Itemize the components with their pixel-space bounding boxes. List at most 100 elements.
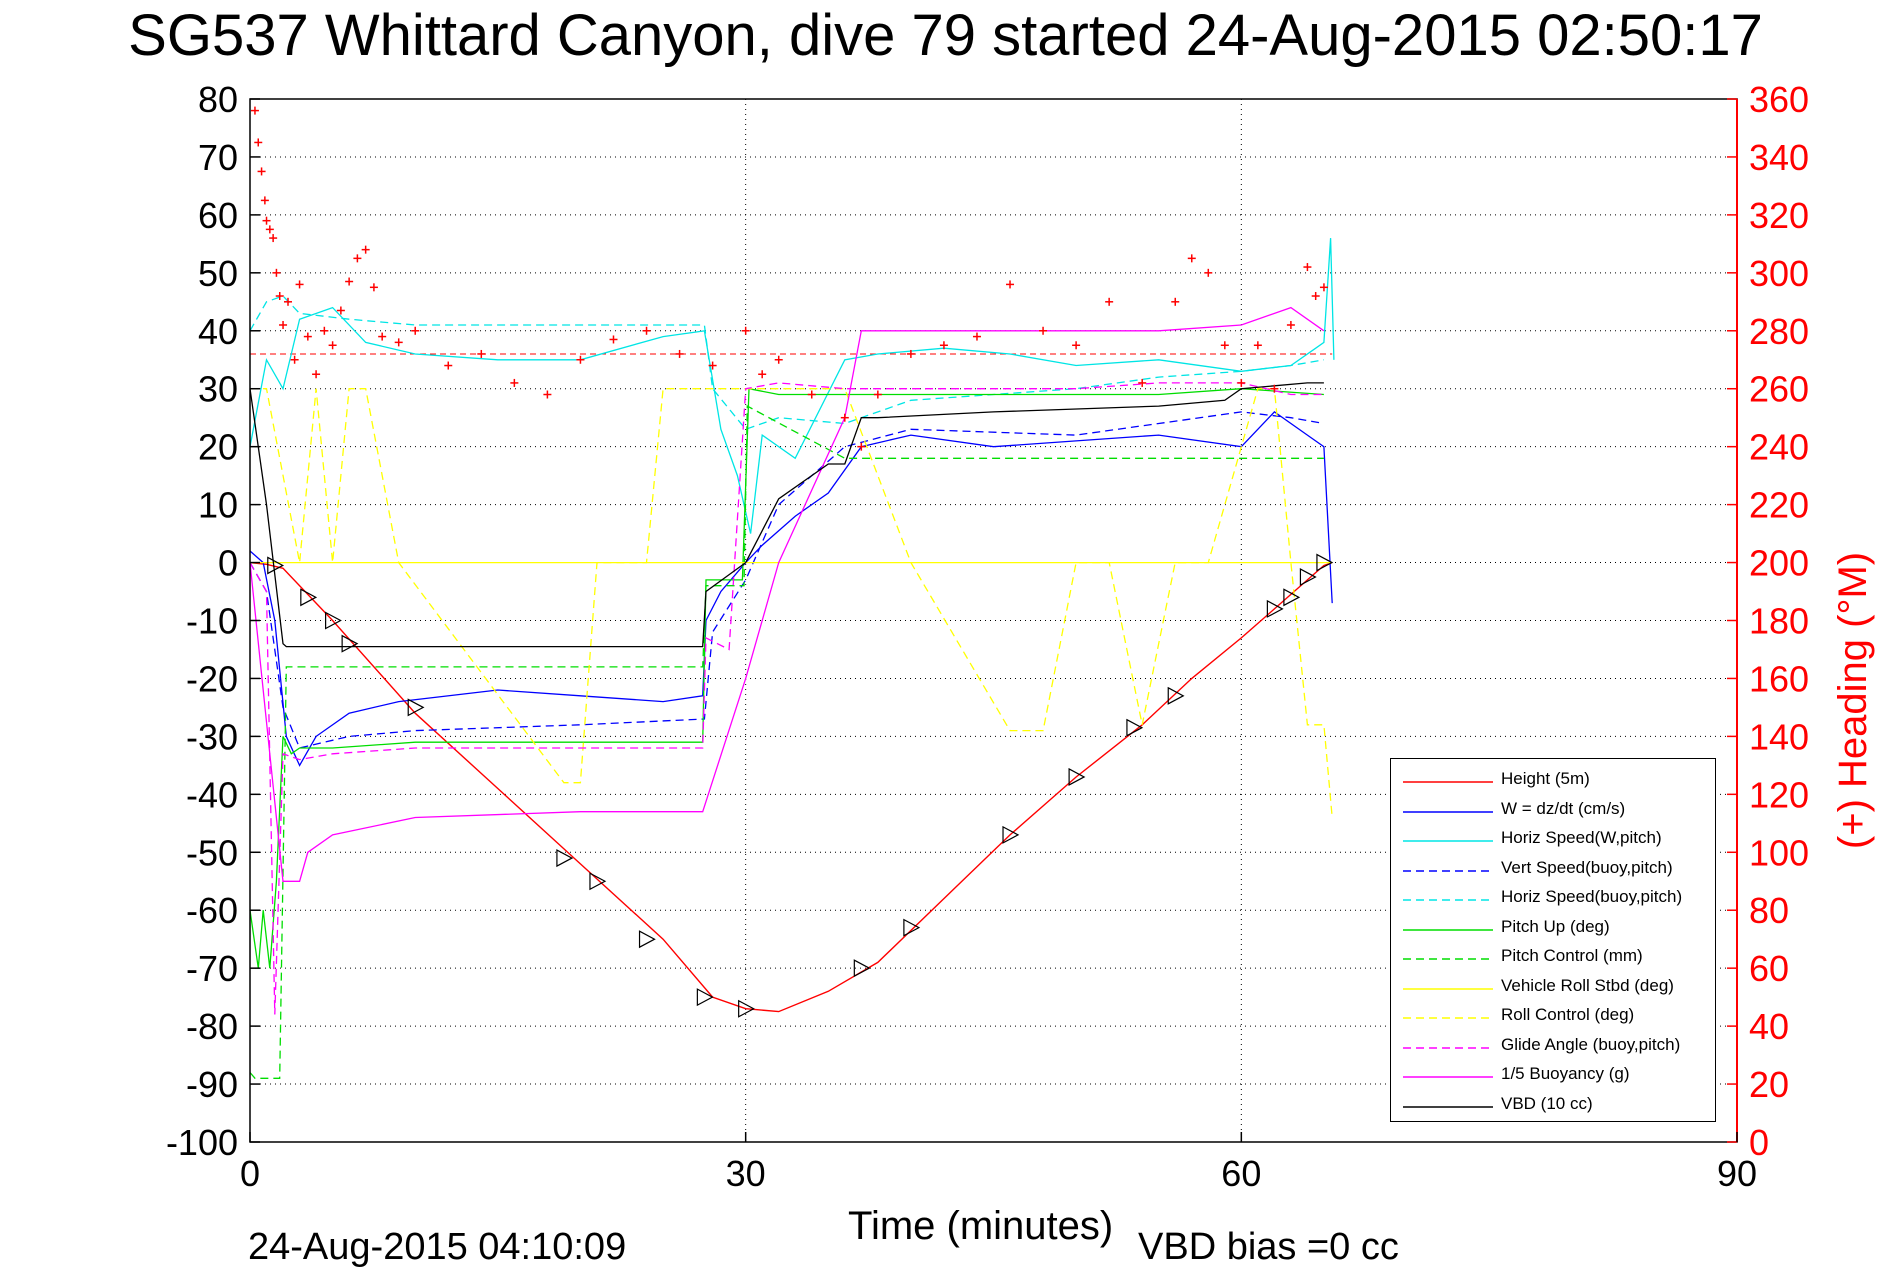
heading-marker — [369, 283, 378, 292]
y2-tick-label: 340 — [1749, 137, 1809, 178]
legend-swatch — [1403, 1076, 1493, 1078]
y-tick-label: 30 — [198, 369, 238, 410]
heading-marker — [741, 326, 750, 335]
y2-tick-label: 120 — [1749, 774, 1809, 815]
series-line-1 — [249, 411, 1333, 767]
heading-marker — [609, 335, 618, 344]
legend-swatch — [1403, 869, 1493, 872]
y2-tick-label: 60 — [1749, 948, 1789, 989]
y-tick-label: 70 — [198, 137, 238, 178]
legend-swatch — [1403, 987, 1493, 990]
y2-tick-label: 280 — [1749, 311, 1809, 352]
heading-marker — [1253, 341, 1262, 350]
legend-label: 1/5 Buoyancy (g) — [1501, 1064, 1630, 1083]
heading-marker — [345, 277, 354, 286]
series-line-5 — [249, 387, 1324, 969]
heading-marker — [1220, 341, 1229, 350]
legend-label: Horiz Speed(W,pitch) — [1501, 828, 1662, 847]
legend-item: Glide Angle (buoy,pitch) — [1391, 1033, 1715, 1061]
heading-marker — [840, 413, 849, 422]
legend-label: Horiz Speed(buoy,pitch) — [1501, 887, 1683, 906]
y-tick-label: -60 — [186, 890, 238, 931]
heading-marker — [361, 245, 370, 254]
heading-marker — [857, 442, 866, 451]
heading-marker — [708, 361, 717, 370]
heading-marker — [1072, 341, 1081, 350]
heading-marker — [378, 332, 387, 341]
heading-marker — [320, 326, 329, 335]
x-tick-label: 30 — [726, 1153, 766, 1194]
y2-axis-label: (+) Heading (°M) — [1831, 552, 1875, 849]
y2-tick-label: 260 — [1749, 369, 1809, 410]
dive-marker — [1316, 553, 1334, 572]
series-line-3 — [249, 411, 1325, 749]
y-tick-label: -90 — [186, 1064, 238, 1105]
end-timestamp: 24-Aug-2015 04:10:09 — [248, 1226, 627, 1268]
series-line-11 — [249, 382, 1324, 648]
heading-marker — [1204, 268, 1213, 277]
heading-marker — [758, 370, 767, 379]
dive-marker — [407, 698, 425, 717]
heading-marker — [906, 349, 915, 358]
legend-swatch — [1403, 1017, 1493, 1019]
dive-marker — [853, 959, 871, 978]
legend-item: Horiz Speed(buoy,pitch) — [1391, 885, 1715, 913]
heading-marker — [873, 390, 882, 399]
heading-marker — [807, 390, 816, 399]
heading-marker — [1319, 283, 1328, 292]
y-tick-label: -50 — [186, 832, 238, 873]
heading-marker — [411, 326, 420, 335]
legend-swatch — [1403, 781, 1493, 783]
dive-marker — [638, 930, 656, 949]
heading-marker — [1187, 254, 1196, 263]
legend-swatch — [1403, 928, 1493, 931]
y2-tick-label: 20 — [1749, 1064, 1789, 1105]
y2-tick-label: 100 — [1749, 832, 1809, 873]
dive-marker — [696, 988, 714, 1007]
legend-item: VBD (10 cc) — [1391, 1092, 1715, 1120]
heading-marker — [353, 254, 362, 263]
legend-label: Pitch Up (deg) — [1501, 916, 1610, 936]
legend-label: W = dz/dt (cm/s) — [1501, 798, 1626, 818]
series-layer — [249, 106, 1335, 1079]
heading-marker — [1039, 326, 1048, 335]
dive-marker — [1068, 767, 1086, 786]
heading-marker — [257, 167, 266, 176]
y-tick-label: 20 — [198, 427, 238, 468]
heading-marker — [477, 349, 486, 358]
legend-swatch — [1403, 810, 1493, 813]
dive-marker — [1266, 599, 1284, 618]
y-tick-label: -30 — [186, 716, 238, 757]
legend-label: Vehicle Roll Stbd (deg) — [1501, 975, 1674, 995]
y-tick-label: -40 — [186, 774, 238, 815]
y-tick-label: -10 — [186, 601, 238, 642]
x-tick-label: 0 — [240, 1153, 260, 1194]
x-tick-label: 60 — [1221, 1153, 1261, 1194]
heading-marker — [272, 268, 281, 277]
legend-item: Vert Speed(buoy,pitch) — [1391, 856, 1715, 884]
heading-marker — [1286, 320, 1295, 329]
legend-label: Pitch Control (mm) — [1501, 946, 1643, 965]
heading-marker — [1270, 384, 1279, 393]
y-tick-label: 10 — [198, 485, 238, 526]
legend-label: Roll Control (deg) — [1501, 1005, 1635, 1024]
legend-swatch — [1403, 1046, 1493, 1049]
y2-tick-label: 40 — [1749, 1006, 1789, 1047]
legend-swatch — [1403, 899, 1493, 901]
heading-marker — [328, 341, 337, 350]
dive-marker — [1283, 588, 1301, 607]
legend-label: VBD (10 cc) — [1501, 1093, 1593, 1113]
y-tick-label: 0 — [218, 543, 238, 584]
heading-marker — [1138, 378, 1147, 387]
y-tick-label: 50 — [198, 253, 238, 294]
heading-marker — [265, 225, 274, 234]
dive-marker — [300, 588, 318, 607]
dive-marker — [1167, 686, 1185, 705]
axis-layer: 80706050403020100-10-20-30-40-50-60-70-8… — [166, 79, 1875, 1194]
legend-swatch — [1403, 1105, 1493, 1108]
heading-marker — [254, 138, 263, 147]
series-line-4 — [249, 295, 1325, 431]
heading-marker — [303, 332, 312, 341]
heading-marker — [290, 355, 299, 364]
